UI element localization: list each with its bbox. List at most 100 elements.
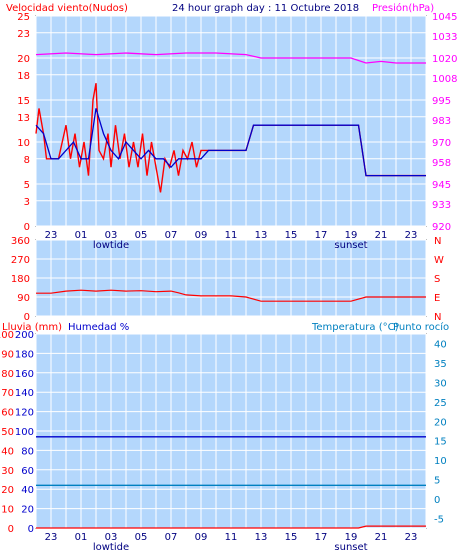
rain-tick-label: 30 (1, 466, 14, 477)
x-tick-label: 11 (225, 230, 238, 241)
pressure-tick-label: 995 (432, 96, 451, 107)
x-tick-label: 07 (165, 230, 178, 241)
wind-tick-label: 5 (24, 180, 30, 191)
x-tick-label: 03 (105, 230, 118, 241)
humidity-tick-label: 40 (21, 485, 34, 496)
x-tick-label: 07 (165, 532, 178, 543)
rain-tick-label: 40 (1, 446, 14, 457)
wind-tick-label: 20 (17, 54, 30, 65)
x-marker-label: lowtide (93, 240, 129, 251)
wind-tick-label: 15 (17, 96, 30, 107)
temperature-tick-label: 20 (434, 417, 447, 428)
x-tick-label: 23 (405, 532, 418, 543)
pressure-tick-label: 983 (432, 116, 451, 127)
x-tick-label: 15 (285, 230, 298, 241)
x-tick-label: 23 (45, 230, 58, 241)
rain-tick-label: 60 (1, 408, 14, 419)
humidity-tick-label: 80 (21, 446, 34, 457)
x-marker-label: sunset (334, 542, 367, 552)
x-tick-label: 19 (345, 230, 358, 241)
temperature-tick-label: 15 (434, 437, 447, 448)
temperature-tick-label: 5 (434, 476, 440, 487)
temperature-tick-label: 40 (434, 340, 447, 351)
direction-tick-label: 0 (24, 312, 30, 323)
rain-tick-label: 20 (1, 485, 14, 496)
pressure-tick-label: 933 (432, 200, 451, 211)
direction-tick-label: 270 (11, 255, 30, 266)
direction-tick-label: 180 (11, 274, 30, 285)
rain-tick-label: 90 (1, 349, 14, 360)
wind-direction-line (36, 289, 426, 302)
dewpoint-axis-label: Punto rocío (393, 321, 449, 333)
x-tick-label: 15 (285, 532, 298, 543)
rain-tick-label: 100 (0, 330, 14, 341)
x-tick-label: 09 (195, 532, 208, 543)
wind-tick-label: 8 (24, 155, 30, 166)
temperature-tick-label: 25 (434, 398, 447, 409)
rain-tick-label: 0 (8, 524, 14, 535)
humidity-tick-label: 160 (15, 369, 34, 380)
temperature-axis-label: Temperatura (°C) (311, 322, 399, 333)
humidity-tick-label: 180 (15, 349, 34, 360)
x-tick-label: 19 (345, 532, 358, 543)
rain-tick-label: 50 (1, 427, 14, 438)
humidity-tick-label: 0 (28, 524, 34, 535)
compass-letter: N (434, 312, 441, 323)
x-tick-label: 01 (75, 230, 88, 241)
humidity-tick-label: 100 (15, 427, 34, 438)
x-tick-label: 05 (135, 230, 148, 241)
temperature-tick-label: 0 (434, 495, 440, 506)
x-tick-label: 21 (375, 532, 388, 543)
wind-tick-label: 10 (17, 138, 30, 149)
temperature-tick-label: 10 (434, 456, 447, 467)
x-tick-label: 23 (45, 532, 58, 543)
x-tick-label: 13 (255, 532, 268, 543)
humidity-axis-label: Humedad % (68, 322, 129, 333)
pressure-tick-label: 970 (432, 138, 451, 149)
x-tick-label: 09 (195, 230, 208, 241)
x-tick-label: 17 (315, 230, 328, 241)
direction-tick-label: 90 (17, 293, 30, 304)
pressure-tick-label: 1045 (432, 12, 457, 23)
rain-line (36, 525, 426, 529)
x-tick-label: 21 (375, 230, 388, 241)
pressure-line (35, 52, 426, 64)
pressure-tick-label: 958 (432, 158, 451, 169)
wind-tick-label: 18 (17, 71, 30, 82)
x-tick-label: 03 (105, 532, 118, 543)
x-marker-label: lowtide (93, 542, 129, 552)
pressure-tick-label: 920 (432, 222, 451, 233)
pressure-axis-label: Presión(hPa) (372, 2, 434, 14)
rain-tick-label: 10 (1, 505, 14, 516)
wind-axis-label: Velocidad viento(Nudos) (6, 3, 128, 14)
humidity-tick-label: 20 (21, 505, 34, 516)
pressure-tick-label: 1008 (432, 74, 457, 85)
chart-title: 24 hour graph day : 11 Octubre 2018 (172, 3, 359, 14)
wind-tick-label: 0 (24, 222, 30, 233)
pressure-tick-label: 945 (432, 180, 451, 191)
compass-letter: N (434, 236, 441, 247)
direction-tick-label: 360 (11, 236, 30, 247)
temperature-tick-label: 30 (434, 379, 447, 390)
temperature-tick-label: 35 (434, 359, 447, 370)
compass-letter: S (434, 274, 440, 285)
temperature-tick-label: -5 (434, 514, 444, 525)
x-tick-label: 17 (315, 532, 328, 543)
x-tick-label: 23 (405, 230, 418, 241)
x-tick-label: 13 (255, 230, 268, 241)
pressure-tick-label: 1033 (432, 32, 457, 43)
humidity-tick-label: 120 (15, 408, 34, 419)
humidity-tick-label: 200 (15, 330, 34, 341)
wind-tick-label: 25 (17, 12, 30, 23)
x-tick-label: 11 (225, 532, 238, 543)
wind-average-line (35, 108, 426, 177)
x-tick-label: 01 (75, 532, 88, 543)
compass-letter: W (434, 255, 444, 266)
pressure-tick-label: 1020 (432, 54, 457, 65)
wind-tick-label: 23 (17, 29, 30, 40)
wind-tick-label: 13 (17, 113, 30, 124)
compass-letter: E (434, 293, 440, 304)
rain-tick-label: 80 (1, 369, 14, 380)
